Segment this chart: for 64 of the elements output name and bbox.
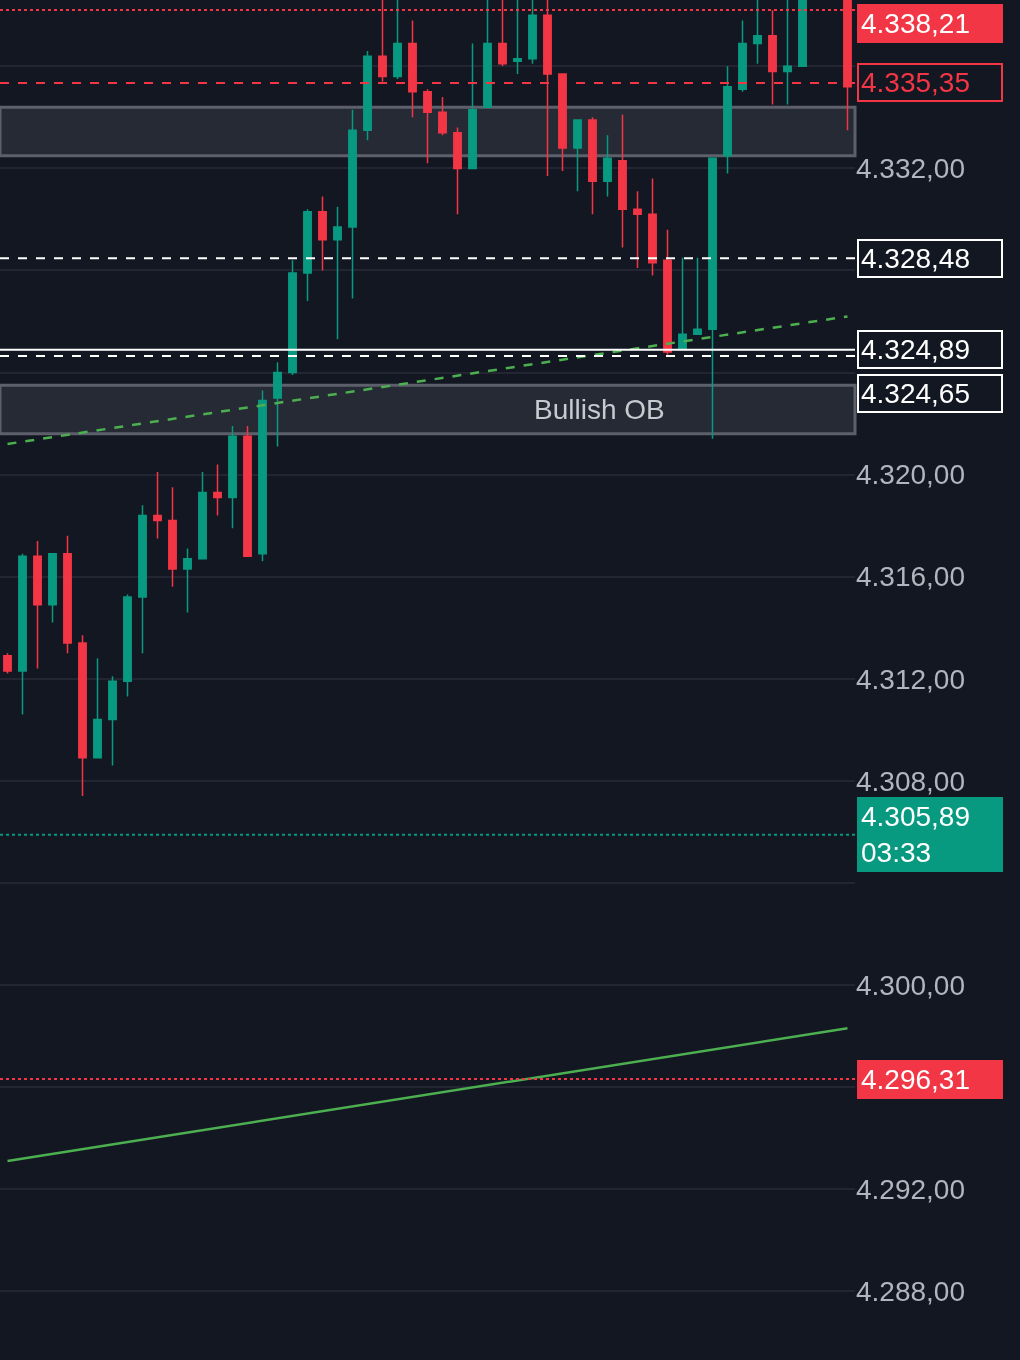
candlestick bbox=[93, 657, 102, 759]
candlestick bbox=[618, 114, 627, 249]
candlestick bbox=[453, 126, 462, 216]
ref-line-label: 4.296,31 bbox=[861, 1064, 970, 1095]
candlestick bbox=[228, 425, 237, 529]
ref-line-label: 4.328,48 bbox=[861, 243, 970, 274]
candlestick bbox=[438, 96, 447, 136]
candlestick bbox=[258, 389, 267, 563]
candlestick bbox=[108, 675, 117, 767]
y-tick-label: 4.316,00 bbox=[856, 561, 965, 593]
candlestick bbox=[138, 504, 147, 654]
candlestick bbox=[78, 634, 87, 797]
ref-line-label: 4.335,35 bbox=[861, 67, 970, 98]
candlestick bbox=[708, 157, 717, 440]
candlestick bbox=[168, 486, 177, 588]
candlestick bbox=[648, 177, 657, 277]
candlestick bbox=[273, 361, 282, 448]
candlestick bbox=[123, 593, 132, 698]
y-tick-label: 4.312,00 bbox=[856, 663, 965, 695]
ref-line-label: 4.338,21 bbox=[861, 8, 970, 39]
candlestick bbox=[513, 0, 522, 75]
candlestick bbox=[603, 134, 612, 198]
candlestick bbox=[738, 19, 747, 93]
y-tick-label: 4.332,00 bbox=[856, 153, 965, 185]
candlestick bbox=[33, 540, 42, 670]
candlestick bbox=[333, 205, 342, 341]
candlestick bbox=[528, 0, 537, 65]
candlestick bbox=[723, 65, 732, 175]
candlestick bbox=[3, 652, 12, 675]
ref-line-label: 4.324,89 bbox=[861, 334, 970, 365]
candlestick bbox=[468, 42, 477, 170]
candlestick bbox=[348, 108, 357, 300]
candlestick bbox=[663, 228, 672, 356]
candlestick bbox=[573, 119, 582, 193]
candlestick bbox=[633, 190, 642, 269]
candlestick bbox=[288, 259, 297, 376]
candlestick bbox=[183, 547, 192, 614]
candlestick bbox=[18, 552, 27, 716]
candlestick bbox=[243, 425, 252, 557]
candlestick bbox=[423, 88, 432, 165]
ref-line-label: 4.305,89 03:33 bbox=[861, 801, 970, 869]
candlestick bbox=[303, 208, 312, 302]
candlestick bbox=[483, 0, 492, 108]
band-label: Bullish OB bbox=[534, 394, 665, 425]
candlestick bbox=[153, 471, 162, 540]
candlestick bbox=[753, 0, 762, 65]
y-tick-label: 4.292,00 bbox=[856, 1173, 965, 1205]
candlestick bbox=[363, 50, 372, 142]
candlestick bbox=[798, 0, 807, 68]
candlestick bbox=[783, 0, 792, 106]
candlestick bbox=[588, 116, 597, 216]
ref-line-label: 4.324,65 bbox=[861, 378, 970, 409]
y-tick-label: 4.288,00 bbox=[856, 1275, 965, 1307]
candlestick bbox=[693, 256, 702, 336]
y-tick-label: 4.320,00 bbox=[856, 459, 965, 491]
candlestick bbox=[48, 552, 57, 624]
candlestick bbox=[63, 535, 72, 654]
candlestick bbox=[393, 0, 402, 80]
y-tick-label: 4.308,00 bbox=[856, 765, 965, 797]
candlestick bbox=[318, 195, 327, 272]
candlestick bbox=[213, 463, 222, 517]
candlestick bbox=[198, 471, 207, 560]
candlestick bbox=[678, 256, 687, 351]
y-tick-label: 4.300,00 bbox=[856, 969, 965, 1001]
